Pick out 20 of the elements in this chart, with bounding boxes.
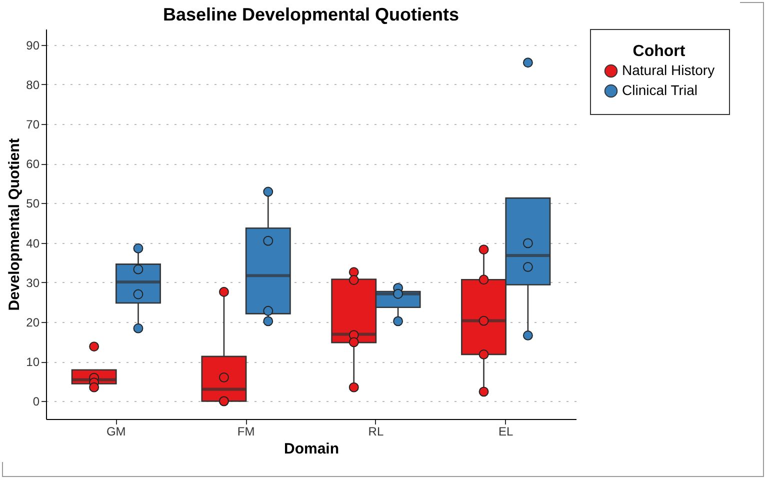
y-tick-label: 60 xyxy=(26,157,40,172)
legend-title: Cohort xyxy=(632,43,686,60)
chart-title: Baseline Developmental Quotients xyxy=(162,4,460,24)
y-tick-label: 40 xyxy=(26,236,40,250)
y-tick-label: 30 xyxy=(26,276,40,290)
y-axis-title: Developmental Quotient xyxy=(6,138,24,311)
y-tick-label: 50 xyxy=(26,196,40,211)
y-tick-label: 80 xyxy=(26,78,40,92)
x-tick-label: FM xyxy=(237,424,255,438)
x-tick-label: EL xyxy=(498,424,514,438)
x-axis-title: Domain xyxy=(284,440,340,458)
legend-label: Natural History xyxy=(622,62,715,78)
y-tick-label: 20 xyxy=(26,315,40,330)
legend-label: Clinical Trial xyxy=(622,82,698,98)
x-tick-label: RL xyxy=(368,424,384,438)
x-tick-label: GM xyxy=(106,424,126,438)
y-tick-label: 0 xyxy=(32,394,40,409)
y-tick-label: 90 xyxy=(26,38,40,52)
y-tick-label: 10 xyxy=(26,355,40,370)
y-tick-label: 70 xyxy=(26,118,40,132)
